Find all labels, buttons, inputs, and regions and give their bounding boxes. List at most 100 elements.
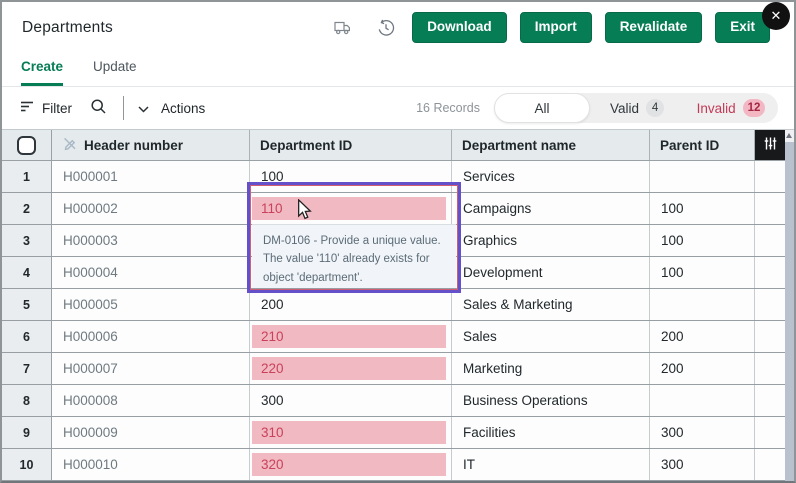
cell-parent-id[interactable] bbox=[650, 161, 755, 192]
toolbar-divider bbox=[123, 96, 124, 120]
cell-header-number[interactable]: H000002 bbox=[52, 193, 250, 224]
cell-parent-id[interactable]: 100 bbox=[650, 257, 755, 288]
close-button[interactable]: ✕ bbox=[762, 2, 790, 30]
download-button[interactable]: Download bbox=[412, 12, 507, 43]
truck-icon[interactable] bbox=[329, 15, 355, 41]
cell-parent-id[interactable]: 200 bbox=[650, 353, 755, 384]
cell-department-name[interactable]: Campaigns bbox=[452, 193, 650, 224]
table-row: 4 H000004 Development 100 bbox=[2, 257, 794, 289]
cell-header-number[interactable]: H000010 bbox=[52, 449, 250, 480]
column-header-parent-id[interactable]: Parent ID bbox=[650, 130, 755, 160]
chevron-down-icon bbox=[138, 101, 149, 116]
cell-parent-id[interactable] bbox=[650, 289, 755, 320]
exit-button[interactable]: Exit bbox=[715, 12, 770, 43]
table-row: 6 H000006 210 Sales 200 bbox=[2, 321, 794, 353]
segment-valid[interactable]: Valid 4 bbox=[590, 93, 684, 123]
grid-header-row: Header number Department ID Department n… bbox=[2, 129, 794, 161]
cell-header-number[interactable]: H000003 bbox=[52, 225, 250, 256]
cell-department-name[interactable]: Services bbox=[452, 161, 650, 192]
column-header-department-id[interactable]: Department ID bbox=[250, 130, 452, 160]
vertical-scrollbar[interactable] bbox=[785, 130, 794, 481]
tab-update[interactable]: Update bbox=[93, 59, 137, 74]
search-icon bbox=[90, 98, 107, 118]
cell-department-name[interactable]: Facilities bbox=[452, 417, 650, 448]
filter-icon bbox=[20, 100, 35, 116]
column-header-header-number[interactable]: Header number bbox=[52, 130, 250, 160]
cell-department-name[interactable]: Business Operations bbox=[452, 385, 650, 416]
search-button[interactable] bbox=[90, 98, 107, 118]
cell-department-id[interactable] bbox=[250, 257, 452, 288]
row-number[interactable]: 3 bbox=[2, 225, 52, 256]
cell-filler bbox=[755, 321, 786, 352]
column-settings-button[interactable] bbox=[755, 130, 786, 160]
row-number[interactable]: 1 bbox=[2, 161, 52, 192]
cell-filler bbox=[755, 417, 786, 448]
column-settings-icon bbox=[764, 137, 777, 153]
cell-department-id[interactable]: 100 bbox=[250, 161, 452, 192]
cell-department-id[interactable]: 210 bbox=[250, 321, 452, 352]
revalidate-button[interactable]: Revalidate bbox=[604, 12, 703, 43]
cell-department-id[interactable]: 320 bbox=[250, 449, 452, 480]
tab-bar: Create Update bbox=[2, 53, 794, 87]
cell-department-name[interactable]: Marketing bbox=[452, 353, 650, 384]
cell-department-name[interactable]: Sales & Marketing bbox=[452, 289, 650, 320]
cell-department-id[interactable]: 110 bbox=[250, 193, 452, 224]
table-row: 2 H000002 110 Campaigns 100 bbox=[2, 193, 794, 225]
row-number[interactable]: 8 bbox=[2, 385, 52, 416]
row-number[interactable]: 2 bbox=[2, 193, 52, 224]
import-button[interactable]: Import bbox=[519, 12, 592, 43]
cell-department-name[interactable]: Development bbox=[452, 257, 650, 288]
cell-department-id[interactable] bbox=[250, 225, 452, 256]
record-count: 16 Records bbox=[416, 101, 480, 115]
cell-parent-id[interactable]: 100 bbox=[650, 193, 755, 224]
row-number[interactable]: 10 bbox=[2, 449, 52, 480]
filter-button[interactable]: Filter bbox=[20, 100, 72, 116]
cell-department-id[interactable]: 300 bbox=[250, 385, 452, 416]
invalid-count-badge: 12 bbox=[742, 99, 766, 117]
cell-header-number[interactable]: H000006 bbox=[52, 321, 250, 352]
table-row: 10 H000010 320 IT 300 bbox=[2, 449, 794, 481]
cell-parent-id[interactable]: 100 bbox=[650, 225, 755, 256]
row-number[interactable]: 4 bbox=[2, 257, 52, 288]
cell-header-number[interactable]: H000007 bbox=[52, 353, 250, 384]
close-icon: ✕ bbox=[770, 8, 782, 23]
cell-department-name[interactable]: Graphics bbox=[452, 225, 650, 256]
cell-parent-id[interactable]: 200 bbox=[650, 321, 755, 352]
cell-parent-id[interactable]: 300 bbox=[650, 417, 755, 448]
cell-header-number[interactable]: H000009 bbox=[52, 417, 250, 448]
column-header-department-name[interactable]: Department name bbox=[452, 130, 650, 160]
cell-parent-id[interactable]: 300 bbox=[650, 449, 755, 480]
select-all-cell bbox=[2, 130, 52, 160]
department-id-value: 100 bbox=[261, 169, 284, 184]
row-number[interactable]: 5 bbox=[2, 289, 52, 320]
window-header: Departments Download Import Revalidate E… bbox=[2, 2, 794, 53]
cell-header-number[interactable]: H000004 bbox=[52, 257, 250, 288]
cell-parent-id[interactable] bbox=[650, 385, 755, 416]
segment-all[interactable]: All bbox=[494, 93, 590, 123]
cell-filler bbox=[755, 385, 786, 416]
cell-filler bbox=[755, 193, 786, 224]
cell-department-name[interactable]: Sales bbox=[452, 321, 650, 352]
table-row: 5 H000005 200 Sales & Marketing bbox=[2, 289, 794, 321]
cell-department-name[interactable]: IT bbox=[452, 449, 650, 480]
cell-header-number[interactable]: H000001 bbox=[52, 161, 250, 192]
row-number[interactable]: 9 bbox=[2, 417, 52, 448]
cell-department-id[interactable]: 310 bbox=[250, 417, 452, 448]
cell-header-number[interactable]: H000008 bbox=[52, 385, 250, 416]
department-id-value: 200 bbox=[261, 297, 284, 312]
tab-create[interactable]: Create bbox=[21, 59, 64, 86]
row-number[interactable]: 6 bbox=[2, 321, 52, 352]
segment-invalid[interactable]: Invalid 12 bbox=[684, 93, 778, 123]
history-icon[interactable] bbox=[373, 15, 399, 41]
cell-filler bbox=[755, 449, 786, 480]
scrollbar-thumb[interactable] bbox=[785, 142, 794, 481]
edit-disabled-icon bbox=[62, 136, 77, 154]
cell-header-number[interactable]: H000005 bbox=[52, 289, 250, 320]
select-all-checkbox[interactable] bbox=[17, 135, 36, 155]
actions-menu-button[interactable]: Actions bbox=[138, 101, 205, 116]
grid-body: 1 H000001 100 Services 2 H000002 110 Campaigns 1… bbox=[2, 161, 794, 481]
row-number[interactable]: 7 bbox=[2, 353, 52, 384]
scroll-up-icon[interactable] bbox=[786, 133, 792, 138]
cell-department-id[interactable]: 220 bbox=[250, 353, 452, 384]
cell-department-id[interactable]: 200 bbox=[250, 289, 452, 320]
